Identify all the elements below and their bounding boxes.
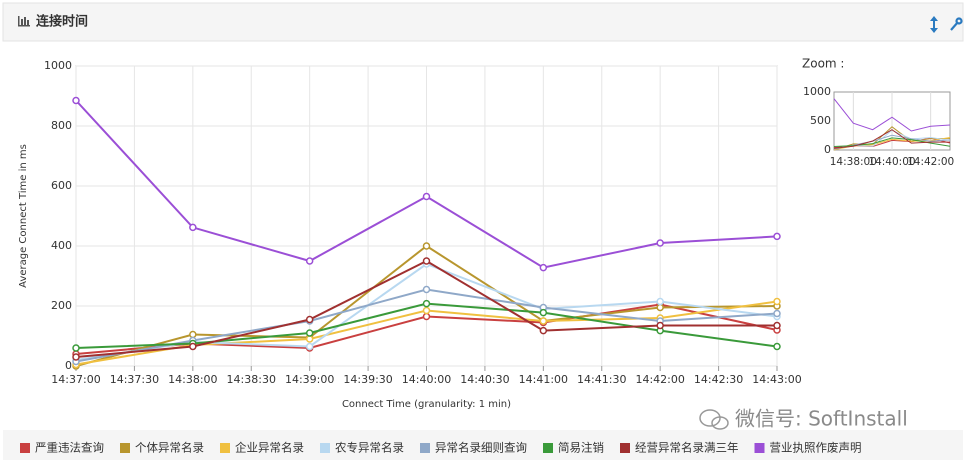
x-tick-label: 14:42:30 — [694, 373, 743, 386]
data-point — [305, 329, 314, 337]
zoom-label: Zoom : — [802, 57, 844, 71]
series-line — [833, 129, 950, 149]
data-point — [422, 257, 431, 265]
legend-label[interactable]: 农专异常名录 — [335, 441, 404, 455]
settings-icon[interactable] — [950, 17, 963, 31]
series-line — [833, 134, 951, 150]
data-point — [773, 342, 781, 351]
watermark: 微信号: SoftInstall — [735, 407, 908, 431]
x-tick-label: 14:41:30 — [577, 373, 626, 386]
x-tick-label: 14:40:00 — [402, 373, 451, 386]
y-tick-label: 600 — [51, 179, 72, 192]
legend-label[interactable]: 简易注销 — [558, 441, 604, 455]
data-point — [773, 321, 781, 330]
y-tick-label: 800 — [51, 119, 72, 132]
zoom-y-tick-label: 0 — [824, 143, 831, 156]
x-tick-label: 14:43:00 — [752, 373, 801, 386]
data-point — [773, 309, 781, 318]
data-point — [189, 342, 197, 351]
legend-label[interactable]: 严重违法查询 — [35, 441, 104, 455]
zoom-x-tick-label: 14:42:00 — [907, 156, 954, 168]
x-tick-label: 14:40:30 — [460, 373, 509, 386]
legend-swatch[interactable] — [320, 443, 330, 453]
data-point — [189, 223, 197, 232]
legend-label[interactable]: 个体异常名录 — [135, 441, 204, 455]
data-point — [539, 326, 548, 335]
data-point — [72, 344, 80, 352]
x-tick-label: 14:39:30 — [343, 373, 392, 386]
zoom-x-tick-label: 14:40:00 — [868, 156, 915, 168]
x-tick-label: 14:42:00 — [635, 373, 684, 386]
watermark-icon — [699, 409, 729, 430]
zoom-x-tick-label: 14:38:00 — [830, 156, 877, 168]
data-point — [305, 257, 314, 265]
chart-icon — [18, 16, 30, 27]
data-point — [305, 335, 314, 343]
y-axis-label: Average Connect Time in ms — [18, 144, 29, 288]
zoom-y-tick-label: 500 — [810, 114, 831, 127]
data-point — [72, 96, 80, 105]
legend-swatch[interactable] — [20, 443, 30, 453]
data-point — [773, 232, 781, 241]
series-line — [833, 126, 951, 151]
data-point — [656, 321, 664, 330]
legend-bg — [3, 430, 963, 460]
legend-swatch[interactable] — [120, 443, 130, 453]
y-tick-label: 400 — [51, 239, 72, 252]
legend-swatch[interactable] — [420, 443, 430, 453]
panel-title: 连接时间 — [36, 14, 88, 30]
data-point — [656, 297, 664, 306]
data-point — [422, 312, 431, 321]
series-line — [833, 98, 951, 132]
legend-label[interactable]: 营业执照作废声明 — [770, 441, 862, 455]
data-point — [305, 342, 314, 351]
legend-swatch[interactable] — [620, 443, 630, 453]
y-tick-label: 1000 — [44, 59, 72, 72]
x-axis-label: Connect Time (granularity: 1 min) — [342, 399, 511, 410]
data-point — [656, 239, 664, 247]
y-tick-label: 200 — [51, 299, 72, 312]
legend-swatch[interactable] — [220, 443, 230, 453]
data-point — [422, 299, 431, 308]
legend-swatch[interactable] — [543, 443, 553, 453]
resize-icon[interactable] — [930, 16, 938, 33]
x-tick-label: 14:37:00 — [51, 373, 100, 386]
data-point — [422, 285, 431, 294]
data-point — [539, 317, 548, 325]
series-line — [833, 137, 951, 148]
panel-header — [2, 2, 964, 42]
data-point — [656, 303, 664, 312]
x-tick-label: 14:38:00 — [168, 373, 217, 386]
zoom-y-tick-label: 1000 — [803, 85, 831, 98]
x-tick-label: 14:38:30 — [227, 373, 276, 386]
data-point — [539, 308, 548, 317]
data-point — [422, 306, 431, 315]
legend-label[interactable]: 异常名录细则查询 — [435, 441, 527, 455]
data-point — [189, 330, 197, 339]
x-tick-label: 14:41:00 — [519, 373, 568, 386]
y-tick-label: 0 — [65, 359, 72, 372]
data-point — [773, 297, 781, 306]
x-tick-label: 14:39:00 — [285, 373, 334, 386]
legend-swatch[interactable] — [754, 443, 765, 453]
data-point — [422, 242, 431, 250]
x-tick-label: 14:37:30 — [110, 373, 159, 386]
legend-label[interactable]: 企业异常名录 — [235, 441, 304, 455]
data-point — [539, 263, 548, 272]
data-point — [422, 192, 431, 201]
legend-label[interactable]: 经营异常名录满三年 — [635, 441, 739, 455]
data-point — [72, 353, 80, 361]
data-point — [305, 315, 314, 324]
